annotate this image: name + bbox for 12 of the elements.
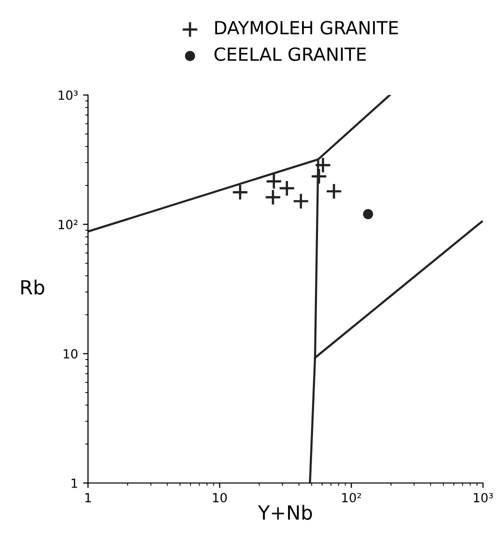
legend-label: CEELAL GRANITE: [214, 47, 366, 61]
y-axis-title: Rb: [21, 280, 44, 295]
x-axis-title: Y+Nb: [258, 504, 312, 520]
legend-label: DAYMOLEH GRANITE: [215, 20, 398, 34]
x-tick-label: 10: [213, 492, 227, 502]
x-tick-label: 10²: [342, 492, 362, 502]
x-tick-label: 1: [85, 493, 91, 502]
y-tick-label: 10²: [58, 220, 78, 230]
y-tick-label: 10: [64, 349, 78, 359]
y-tick-label: 1: [72, 478, 78, 488]
y-tick-label: 10³: [58, 90, 78, 100]
x-tick-label: 10³: [474, 492, 493, 502]
